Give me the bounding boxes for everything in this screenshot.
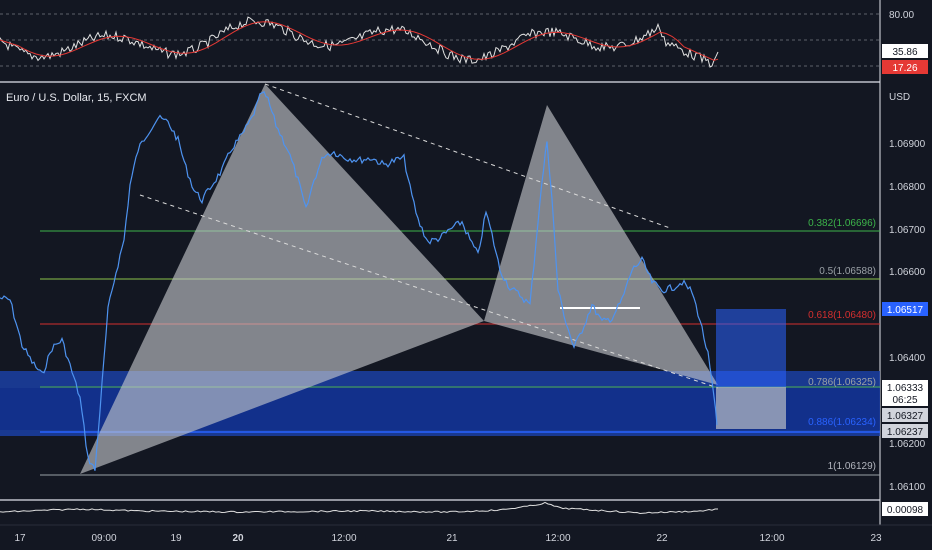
rsi-panel[interactable] — [0, 13, 880, 68]
time-label: 12:00 — [759, 533, 784, 544]
rsi-ma-value-tag — [882, 60, 928, 74]
fib-label-05: 0.5(1.06588) — [819, 266, 876, 277]
price-axis-label: 1.06400 — [889, 353, 926, 364]
time-label: 12:00 — [331, 533, 356, 544]
price-axis-label: 1.06600 — [889, 267, 926, 278]
price-line — [0, 90, 718, 471]
price-axis-label: 1.06100 — [889, 482, 926, 493]
fib-label-0382: 0.382(1.06696) — [808, 218, 876, 229]
price-tag-text: 06:25 — [892, 395, 917, 406]
fib-label-0786: 0.786(1.06325) — [808, 377, 876, 388]
price-tag — [882, 380, 928, 394]
price-axis-label: 1.06800 — [889, 182, 926, 193]
harmonic-triangle-xab[interactable] — [80, 84, 484, 474]
time-label: 20 — [232, 533, 244, 544]
price-tag — [882, 392, 928, 406]
fib-label-1: 1(1.06129) — [828, 461, 876, 472]
price-tag — [882, 424, 928, 438]
indicator-value-text: 0.00098 — [887, 505, 924, 516]
fib-label-0886: 0.886(1.06234) — [808, 417, 876, 428]
price-axis-label: 1.06200 — [889, 439, 926, 450]
rsi-ma-line — [0, 21, 719, 61]
chart-title[interactable]: Euro / U.S. Dollar, 15, FXCM — [6, 92, 147, 104]
time-label: 19 — [170, 533, 182, 544]
time-axis[interactable]: 17 09:00 19 20 12:00 21 12:00 22 12:00 2… — [14, 533, 882, 544]
time-label: 22 — [656, 533, 668, 544]
rsi-value-tag — [882, 44, 928, 58]
price-axis-currency: USD — [889, 92, 910, 103]
price-tag — [882, 408, 928, 422]
price-axis-label: 1.06900 — [889, 139, 926, 150]
rsi-value-text: 35.86 — [892, 47, 917, 58]
price-tag-text: 1.06517 — [887, 305, 924, 316]
price-axis[interactable]: 80.00 USD 1.06900 1.06800 1.06700 1.0660… — [889, 10, 926, 493]
price-axis-label: 1.06700 — [889, 225, 926, 236]
time-label: 21 — [446, 533, 458, 544]
channel-lower-line[interactable] — [139, 194, 719, 389]
rsi-line — [0, 16, 719, 68]
price-tag-text: 1.06327 — [887, 411, 924, 422]
price-tag — [882, 302, 928, 316]
time-label: 09:00 — [91, 533, 116, 544]
bottom-indicator-line — [0, 501, 718, 515]
price-tag-text: 1.06237 — [887, 427, 924, 438]
trade-target-box[interactable] — [716, 309, 786, 387]
fib-label-0618: 0.618(1.06480) — [808, 310, 876, 321]
time-label: 17 — [14, 533, 26, 544]
rsi-level-label: 80.00 — [889, 10, 914, 21]
indicator-value-tag — [882, 502, 928, 516]
rsi-ma-value-text: 17.26 — [892, 63, 917, 74]
time-label: 12:00 — [545, 533, 570, 544]
price-tag-text: 1.06333 — [887, 383, 924, 394]
time-label: 23 — [870, 533, 882, 544]
harmonic-triangle-bcd[interactable] — [484, 105, 718, 385]
trade-stop-box[interactable] — [716, 387, 786, 429]
